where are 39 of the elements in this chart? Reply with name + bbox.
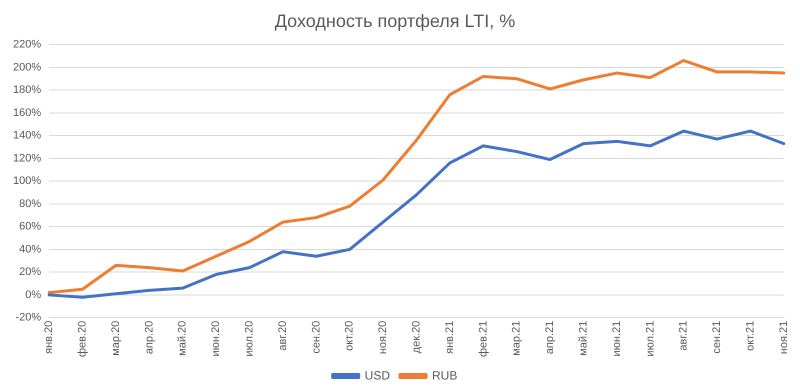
x-tick-label: сен.21 — [711, 320, 724, 354]
x-tick-label: окт.20 — [344, 320, 356, 351]
x-tick-label: сен.20 — [310, 320, 322, 354]
x-tick-label: мар.21 — [510, 320, 523, 356]
x-tick-label: авг.21 — [678, 320, 690, 351]
x-tick-label: янв.20 — [43, 320, 56, 354]
x-tick-label: май.21 — [577, 320, 590, 356]
y-tick-label: 160% — [12, 106, 42, 119]
y-tick-label: 20% — [19, 266, 42, 278]
x-tick-label: мар.20 — [110, 320, 122, 356]
x-tick-label: апр.20 — [143, 320, 156, 354]
x-tick-label: дек.20 — [410, 320, 422, 354]
x-tick-label: ноя.20 — [377, 320, 390, 354]
x-tick-label: апр.21 — [544, 320, 556, 354]
x-tick-label: июн.20 — [210, 320, 222, 356]
chart-title: Доходность портфеля LTI, % — [274, 10, 516, 31]
y-tick-label: 100% — [12, 175, 42, 188]
y-tick-label: 60% — [19, 220, 42, 233]
x-tick-label: июн.21 — [610, 320, 623, 356]
x-tick-label: май.20 — [176, 320, 189, 356]
x-tick-label: ноя.21 — [778, 320, 790, 354]
x-tick-label: окт.21 — [744, 320, 756, 351]
y-tick-label: 200% — [12, 61, 42, 74]
legend-label: USD — [364, 368, 390, 382]
x-tick-label: фев.20 — [76, 320, 89, 358]
legend-label: RUB — [432, 368, 458, 382]
x-tick-label: июл.21 — [644, 320, 656, 357]
x-tick-label: янв.21 — [444, 320, 456, 354]
y-tick-label: 0% — [25, 288, 42, 301]
y-tick-label: 80% — [19, 198, 42, 210]
x-tick-label: июл.20 — [244, 320, 256, 357]
y-tick-label: 140% — [12, 130, 42, 142]
y-tick-label: 220% — [12, 38, 42, 51]
y-tick-label: 180% — [12, 84, 42, 96]
y-tick-label: 40% — [19, 243, 42, 256]
y-tick-label: -20% — [15, 312, 42, 324]
x-tick-label: фев.21 — [477, 320, 490, 358]
x-tick-label: авг.20 — [276, 320, 289, 351]
y-tick-label: 120% — [12, 152, 42, 164]
